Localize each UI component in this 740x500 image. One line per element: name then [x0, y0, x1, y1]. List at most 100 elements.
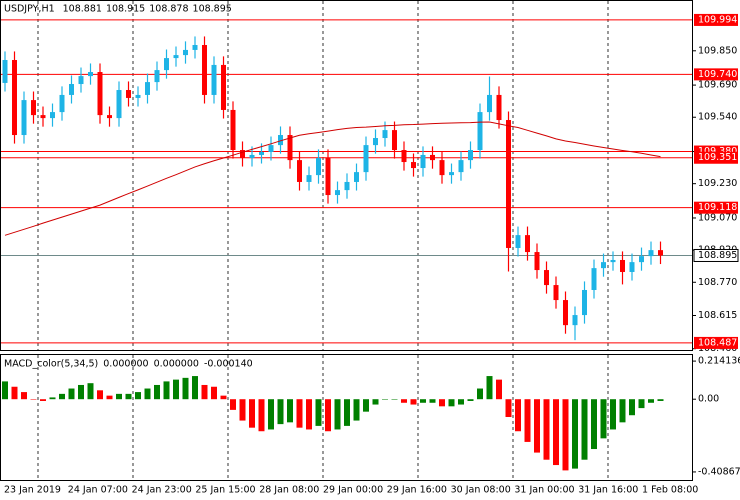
candle-body [553, 285, 559, 301]
candle-body [126, 90, 131, 98]
candle-body [354, 172, 359, 182]
current-price-tag [693, 248, 739, 262]
y-tick-label: 109.850 [698, 45, 737, 56]
ohlc-value: 108.895 [193, 4, 232, 15]
macd-bar [182, 377, 189, 400]
macd-bar [97, 390, 103, 400]
macd-bar [277, 399, 284, 425]
ohlc-value: 108.881 [63, 4, 102, 15]
moving-average [4, 121, 661, 236]
candle-body [31, 100, 36, 116]
macd-bar [581, 399, 588, 460]
macd-bar [230, 399, 236, 410]
macd-bar [59, 393, 65, 400]
candle-body [601, 262, 606, 269]
candle-body [287, 135, 293, 161]
candle-body [487, 94, 492, 113]
level-label: 109.351 [698, 152, 737, 163]
macd-bar [629, 399, 635, 416]
candle-body [230, 109, 236, 151]
candle-body [506, 120, 511, 248]
candle-body [582, 289, 587, 316]
x-tick-label: 31 Jan 00:00 [514, 485, 574, 496]
x-tick-label: 28 Jan 08:00 [259, 485, 319, 496]
macd-bar [372, 399, 379, 405]
x-tick-label: 29 Jan 16:00 [387, 485, 447, 496]
x-tick-label: 30 Jan 08:00 [451, 485, 511, 496]
x-tick-label: 23 Jan 2019 [4, 485, 61, 496]
candle-body [2, 60, 8, 83]
candle-body [268, 145, 274, 152]
macd-bar [2, 381, 8, 400]
candle-body [145, 82, 150, 95]
y-tick-label: 108.770 [698, 277, 737, 288]
macd-bar [135, 392, 141, 400]
candle-body [78, 76, 84, 85]
candle-body [382, 130, 388, 139]
level-tag [694, 13, 738, 26]
candle-body [639, 256, 644, 263]
macd-bar [220, 395, 227, 400]
macd-bar [163, 381, 170, 400]
candle-body [344, 181, 350, 191]
candle-body [373, 138, 378, 146]
macd-bar [11, 386, 18, 400]
candle-body [50, 112, 55, 119]
symbol-title: USDJPY,H1 [4, 4, 55, 15]
macd-tick-label: 0.214136 [698, 356, 740, 367]
candle-body [97, 72, 103, 116]
x-tick-label: 24 Jan 07:00 [68, 485, 128, 496]
macd-bar [610, 399, 616, 430]
macd-bar [524, 399, 531, 442]
level-label: 109.380 [698, 146, 737, 157]
candle-body [525, 235, 530, 253]
macd-bar [144, 388, 151, 400]
macd-bar [211, 386, 217, 400]
macd-bar [448, 399, 455, 407]
x-tick-label: 25 Jan 15:00 [195, 485, 255, 496]
candle-body [183, 49, 188, 56]
candle-body [335, 190, 340, 196]
macd-bar [125, 393, 132, 400]
candle-body [173, 55, 179, 59]
candle-body [306, 175, 312, 182]
macd-tick-label: 0.00 [698, 394, 719, 405]
candle-body [572, 315, 578, 326]
candle-body [430, 154, 435, 161]
candle-body [259, 151, 264, 155]
macd-bar [534, 399, 540, 453]
macd-tick-label: -0.408678 [698, 466, 740, 477]
candle-body [107, 115, 112, 119]
candle-body [411, 162, 416, 169]
x-tick-label: 1 Feb 08:00 [642, 485, 698, 496]
level-tag [694, 151, 738, 164]
macd-bar [391, 399, 398, 400]
macd-readout: 0.000000 [154, 359, 199, 370]
macd-bar [49, 397, 56, 400]
main-frame [0, 0, 693, 351]
candle-body [69, 84, 74, 95]
candle-body [116, 90, 122, 119]
macd-bar [154, 384, 160, 400]
macd-bar [287, 399, 293, 423]
candle-body [620, 259, 625, 272]
level-label: 108.487 [698, 337, 737, 348]
macd-bar [382, 399, 388, 400]
macd-bar [40, 399, 46, 401]
candle-body [12, 60, 17, 136]
macd-bar [648, 399, 654, 403]
y-tick-label: 109.690 [698, 80, 737, 91]
macd-bar [68, 388, 75, 400]
macd-bar [467, 399, 474, 401]
macd-bar [486, 376, 493, 400]
level-tag [694, 336, 738, 349]
macd-bar [496, 379, 502, 400]
candle-body [439, 160, 445, 176]
level-label: 109.118 [698, 202, 737, 213]
level-tag [694, 201, 738, 214]
macd-bar [657, 399, 664, 401]
candle-body [658, 250, 663, 256]
macd-bar [477, 388, 483, 400]
candle-body [221, 64, 226, 110]
